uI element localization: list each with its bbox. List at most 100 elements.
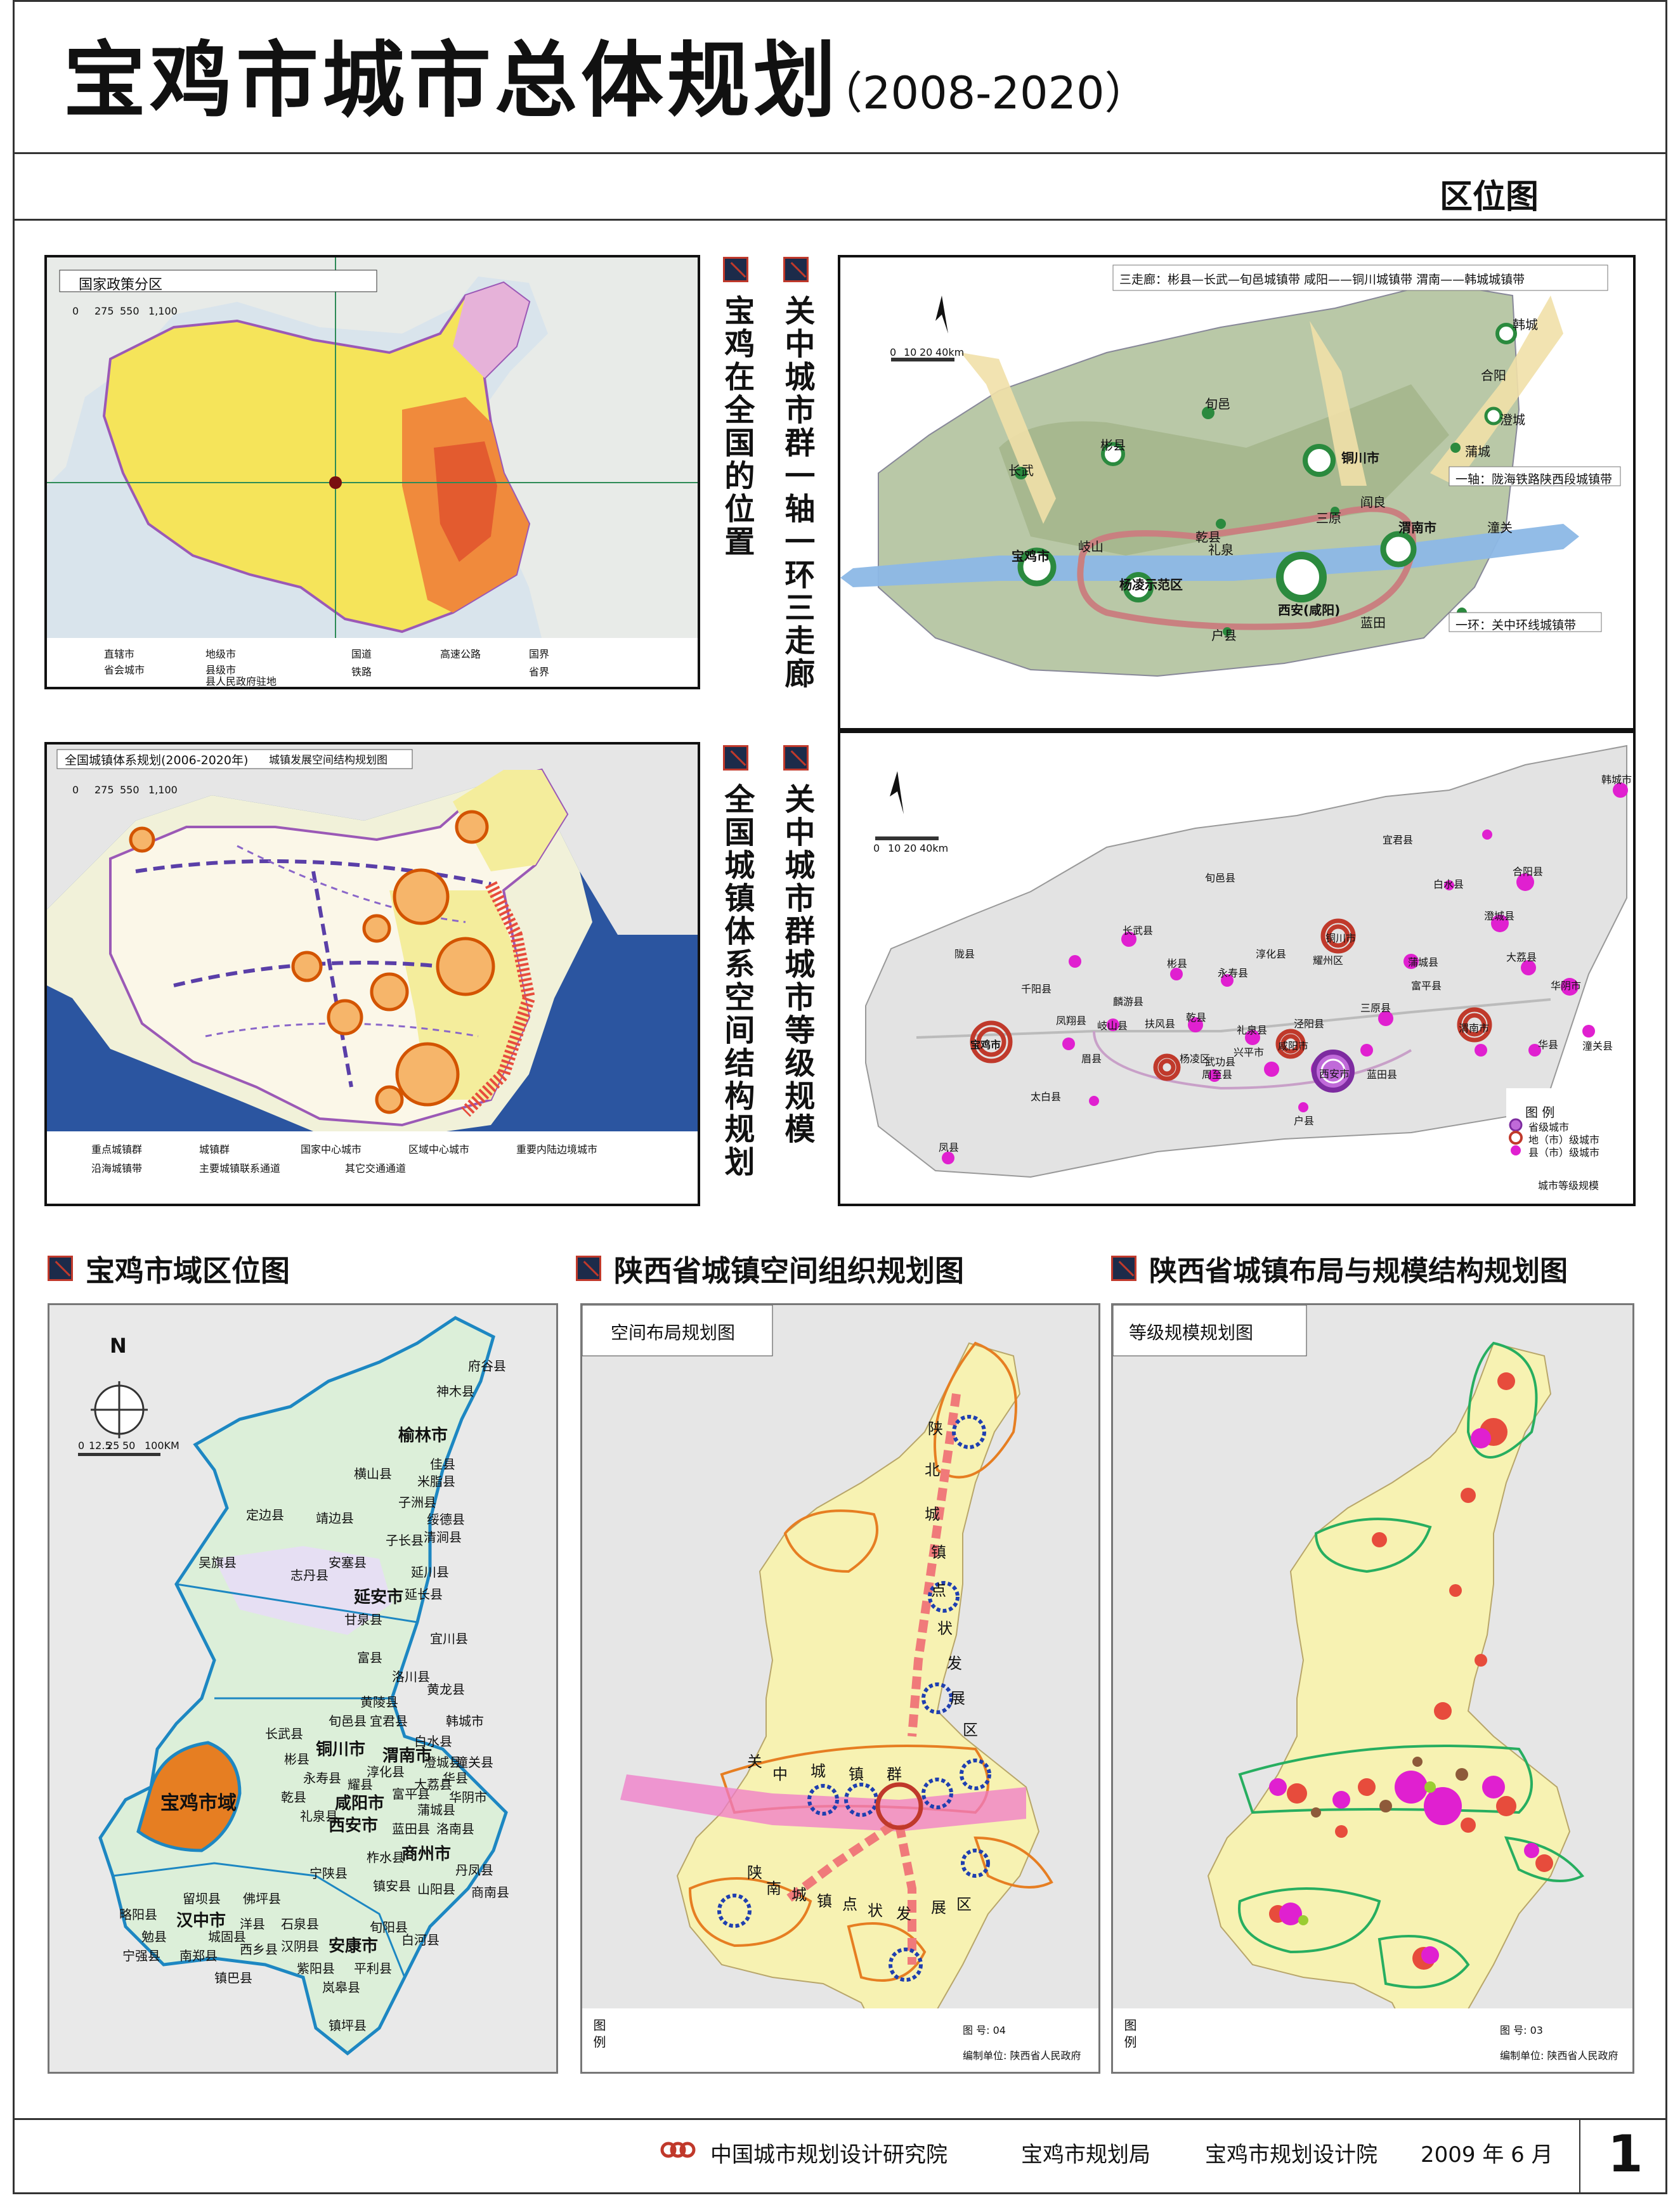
axis-char: 点 (842, 1896, 857, 1913)
city-label: 旬邑县 (1205, 872, 1236, 884)
axis-char: 发 (947, 1655, 962, 1672)
city-label: 咸阳市 (1278, 1040, 1309, 1052)
axis-char: 中 (772, 1766, 788, 1783)
baoji-highlight-label: 宝鸡市域 (160, 1792, 237, 1814)
axis-char: 城 (791, 1886, 807, 1904)
city-label: 三原 (1316, 511, 1341, 526)
axis-char: 区 (956, 1896, 972, 1913)
city-label: 榆林市 (398, 1426, 448, 1445)
guanzhong-scale-svg (840, 733, 1633, 1204)
scale-0: 0 (72, 305, 79, 317)
city-label: 西安(咸阳) (1278, 602, 1341, 618)
city-label: 延安市 (354, 1588, 404, 1607)
city-label: 蓝田县 (392, 1821, 430, 1837)
footer-org-design-institute: 宝鸡市规划设计院 (1205, 2142, 1377, 2168)
city-label: 彬县 (284, 1752, 309, 1767)
city-label: 渭南市 (1459, 1022, 1490, 1034)
city-label: 华阴市 (449, 1790, 487, 1805)
scale-2: 25 (107, 1440, 120, 1452)
map-caption: 城市等级规模 (1538, 1180, 1599, 1192)
compiler: 编制单位: 陕西省人民政府 (963, 2050, 1081, 2062)
axis-char: 点 (931, 1582, 946, 1599)
city-label: 扶风县 (1145, 1018, 1176, 1030)
city-label: 延川县 (411, 1564, 449, 1580)
city-label: 蒲城县 (1408, 956, 1439, 968)
city-label: 镇坪县 (329, 2018, 367, 2033)
city-label: 商州市 (401, 1845, 452, 1864)
city-label: 宜君县 (1383, 834, 1414, 846)
city-label: 白河县 (401, 1932, 440, 1948)
city-label: 户县 (1294, 1115, 1315, 1127)
city-label: 靖边县 (316, 1511, 354, 1526)
axis-char: 陕 (928, 1420, 943, 1438)
city-label: 户县 (1211, 628, 1237, 643)
city-label: 西安市 (1319, 1068, 1350, 1080)
city-label: 杨凌区 (1180, 1053, 1211, 1065)
legend-item: 国道 (351, 648, 372, 660)
city-label: 乾县 (1186, 1011, 1207, 1024)
footer-org-planning-bureau: 宝鸡市规划局 (1021, 2142, 1150, 2168)
city-label: 平利县 (354, 1961, 392, 1976)
legend-item: 省会城市 (104, 664, 145, 676)
city-label: 麟游县 (1113, 996, 1144, 1008)
city-label: 韩城 (1513, 317, 1538, 332)
city-label: 潼关县 (455, 1755, 493, 1770)
corridor-note: 三走廊：彬县—长武—旬邑城镇带 咸阳——铜川城镇带 渭南——韩城城镇带 (1119, 273, 1525, 287)
legend-item: 城镇群 (199, 1143, 230, 1155)
legend-item: 省界 (529, 666, 550, 678)
footer-divider (13, 2118, 1667, 2120)
city-label: 凤县 (939, 1142, 960, 1154)
section-title-shaanxi-spatial: 陕西省城镇空间组织规划图 (614, 1254, 964, 1288)
legend-item: 地（市）级城市 (1528, 1134, 1600, 1146)
header-divider (13, 152, 1667, 154)
footer-date: 2009 年 6 月 (1421, 2142, 1553, 2168)
scale-3: 40km (935, 346, 965, 358)
scale-3: 50 (122, 1440, 136, 1452)
city-label: 宝鸡市 (970, 1039, 1001, 1051)
city-label: 镇安县 (373, 1878, 411, 1894)
city-label: 志丹县 (290, 1568, 329, 1583)
national-map-svg (47, 257, 698, 687)
system-inset-subtitle: 城镇发展空间结构规划图 (269, 754, 387, 767)
legend-item: 铁路 (351, 666, 372, 678)
system-inset-title: 全国城镇体系规划(2006-2020年) (65, 753, 249, 767)
legend-item: 县人民政府驻地 (205, 675, 277, 687)
axis-char: 城 (925, 1506, 940, 1523)
title-marker-icon (723, 257, 748, 282)
axis-char: 展 (950, 1689, 965, 1707)
city-label: 神木县 (436, 1384, 474, 1399)
city-label: 大荔县 (1506, 951, 1537, 963)
city-label: 西乡县 (240, 1942, 278, 1957)
city-label: 宁强县 (122, 1948, 160, 1963)
legend-item: 国家中心城市 (301, 1143, 362, 1155)
city-label: 定边县 (246, 1507, 284, 1523)
page-subtitle: 区位图 (1440, 178, 1539, 216)
city-label: 子长县 (386, 1533, 424, 1548)
national-inset-title: 国家政策分区 (79, 277, 163, 293)
legend-item: 重要内陆边境城市 (516, 1143, 598, 1155)
ring-note: 一环：关中环线城镇带 (1455, 618, 1577, 632)
city-label: 横山县 (354, 1466, 392, 1481)
city-label: 耀县 (348, 1777, 373, 1792)
city-label: 旬阳县 (370, 1920, 408, 1935)
plan-years: （2008-2020） (818, 67, 1149, 119)
city-label: 白水县 (1433, 878, 1464, 890)
north-label: N (110, 1334, 127, 1358)
city-label: 紫阳县 (297, 1961, 335, 1976)
scale-0: 0 (873, 842, 880, 854)
legend-item: 直辖市 (104, 648, 135, 660)
city-label: 略阳县 (119, 1907, 157, 1922)
city-label: 渭南市 (382, 1746, 433, 1766)
scale-3: 1,100 (148, 305, 178, 317)
legend-item: 高速公路 (440, 648, 481, 660)
axis-char: 镇 (817, 1892, 832, 1910)
city-label: 韩城市 (446, 1714, 484, 1729)
city-label: 眉县 (1081, 1053, 1102, 1065)
scale-0: 0 (78, 1440, 85, 1452)
national-system-map: 全国城镇体系规划(2006-2020年) 城镇发展空间结构规划图 0 275 5… (44, 742, 700, 1206)
city-label: 延长县 (405, 1587, 443, 1602)
city-label: 留坝县 (183, 1891, 221, 1906)
shaanxi-scale-map: 等级规模规划图 图 例 图 号: 03 编制单位: 陕西省人民政府 (1111, 1303, 1634, 2074)
guanzhong-scale-map: 0 10 20 40km 图 例 省级城市 地（市）级城市 县（市）级城市 城市… (838, 731, 1636, 1206)
city-label: 宝鸡市 (1012, 549, 1050, 564)
